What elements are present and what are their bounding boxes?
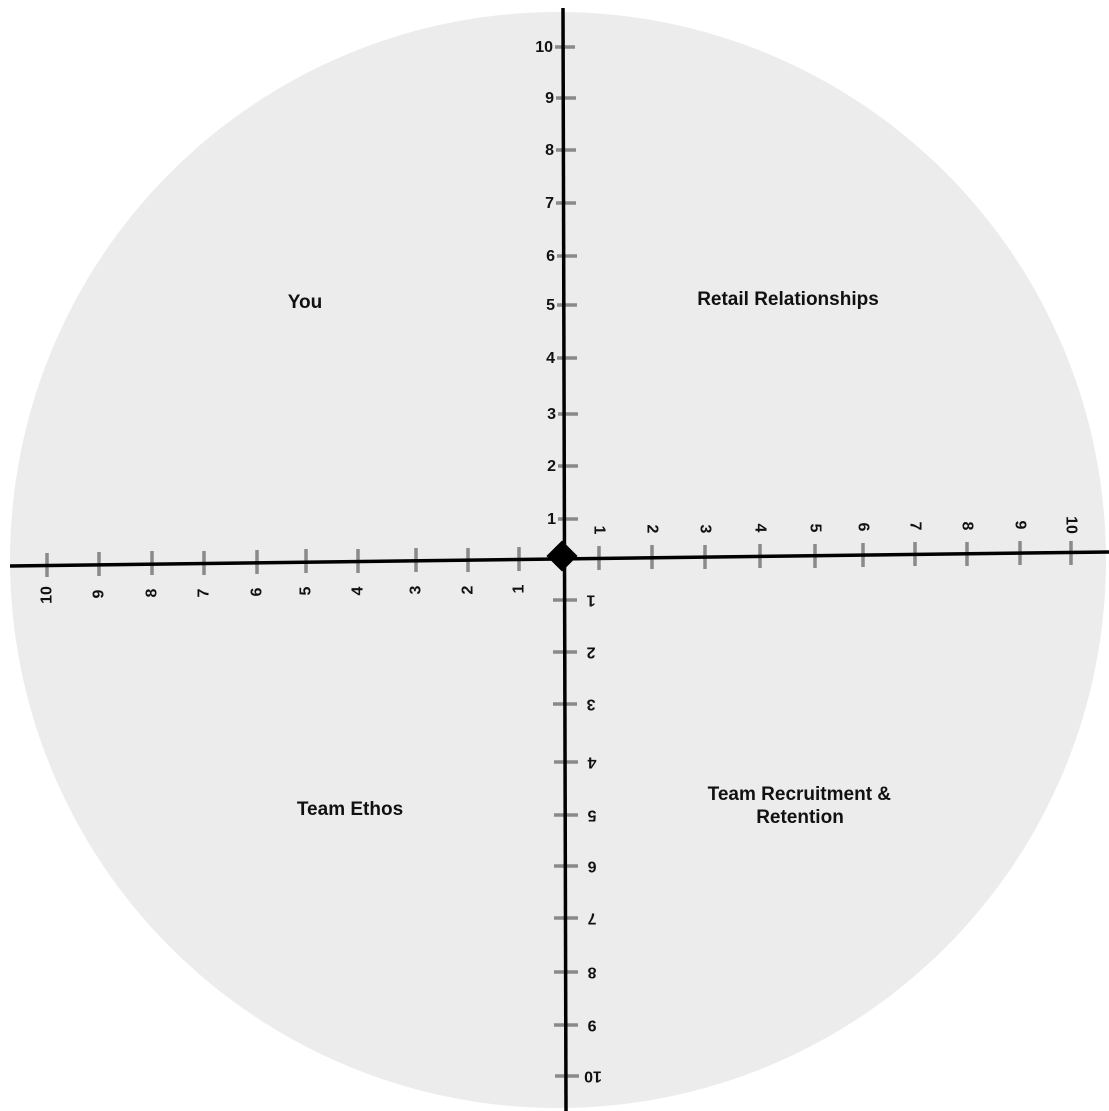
tick-label: 2 xyxy=(586,644,595,661)
tick-label: 7 xyxy=(587,910,596,927)
tick-label: 6 xyxy=(546,248,555,265)
left-tick-labels: 1 2 3 4 5 6 7 8 9 10 xyxy=(39,584,528,603)
tick-label: 10 xyxy=(535,39,553,56)
quadrant-label-bottom-left: Team Ethos xyxy=(297,799,403,820)
tick-label: 6 xyxy=(587,858,596,875)
tick-label: 10 xyxy=(1063,516,1080,534)
tick-label: 4 xyxy=(587,754,596,771)
tick-label: 5 xyxy=(587,807,596,824)
quadrant-label-top-left: You xyxy=(288,292,322,313)
tick-label: 10 xyxy=(584,1068,602,1085)
tick-label: 8 xyxy=(959,522,976,531)
tick-label: 8 xyxy=(545,142,554,159)
tick-label: 10 xyxy=(39,586,56,604)
tick-label: 7 xyxy=(196,588,213,597)
tick-label: 3 xyxy=(586,696,595,713)
right-tick-labels: 1 2 3 4 5 6 7 8 9 10 xyxy=(591,516,1080,534)
tick-label: 3 xyxy=(408,585,425,594)
tick-label: 2 xyxy=(547,458,556,475)
up-tick-labels: 1 2 3 4 5 6 7 8 9 10 xyxy=(535,39,556,528)
tick-label: 4 xyxy=(752,524,769,533)
down-tick-labels: 1 2 3 4 5 6 7 8 9 10 xyxy=(584,592,602,1085)
tick-label: 6 xyxy=(855,523,872,532)
quadrant-label-bottom-right: Team Recruitment & Retention xyxy=(708,784,897,828)
tick-label: 5 xyxy=(807,524,824,533)
tick-label: 2 xyxy=(460,585,477,594)
tick-label: 9 xyxy=(1012,521,1029,530)
tick-label: 5 xyxy=(298,586,315,595)
tick-label: 6 xyxy=(249,587,266,596)
tick-label: 8 xyxy=(144,588,161,597)
quadrant-label-bottom-right-line-1: Team Recruitment & xyxy=(708,784,892,805)
tick-label: 7 xyxy=(907,522,924,531)
tick-label: 1 xyxy=(547,511,556,528)
quadrant-label-bottom-right-line-2: Retention xyxy=(756,807,844,828)
quadrant-label-top-right: Retail Relationships xyxy=(697,289,879,310)
ticks xyxy=(45,45,1073,1078)
tick-label: 9 xyxy=(587,1017,596,1034)
tick-label: 7 xyxy=(545,195,554,212)
tick-label: 9 xyxy=(91,589,108,598)
tick-label: 2 xyxy=(644,525,661,534)
tick-label: 4 xyxy=(350,586,367,595)
tick-label: 1 xyxy=(511,584,528,593)
tick-label: 1 xyxy=(586,592,595,609)
tick-label: 3 xyxy=(697,525,714,534)
tick-label: 4 xyxy=(546,350,555,367)
tick-label: 3 xyxy=(547,406,556,423)
tick-label: 8 xyxy=(587,964,596,981)
tick-label: 5 xyxy=(546,297,555,314)
tick-label: 1 xyxy=(591,526,608,535)
tick-label: 9 xyxy=(545,90,554,107)
